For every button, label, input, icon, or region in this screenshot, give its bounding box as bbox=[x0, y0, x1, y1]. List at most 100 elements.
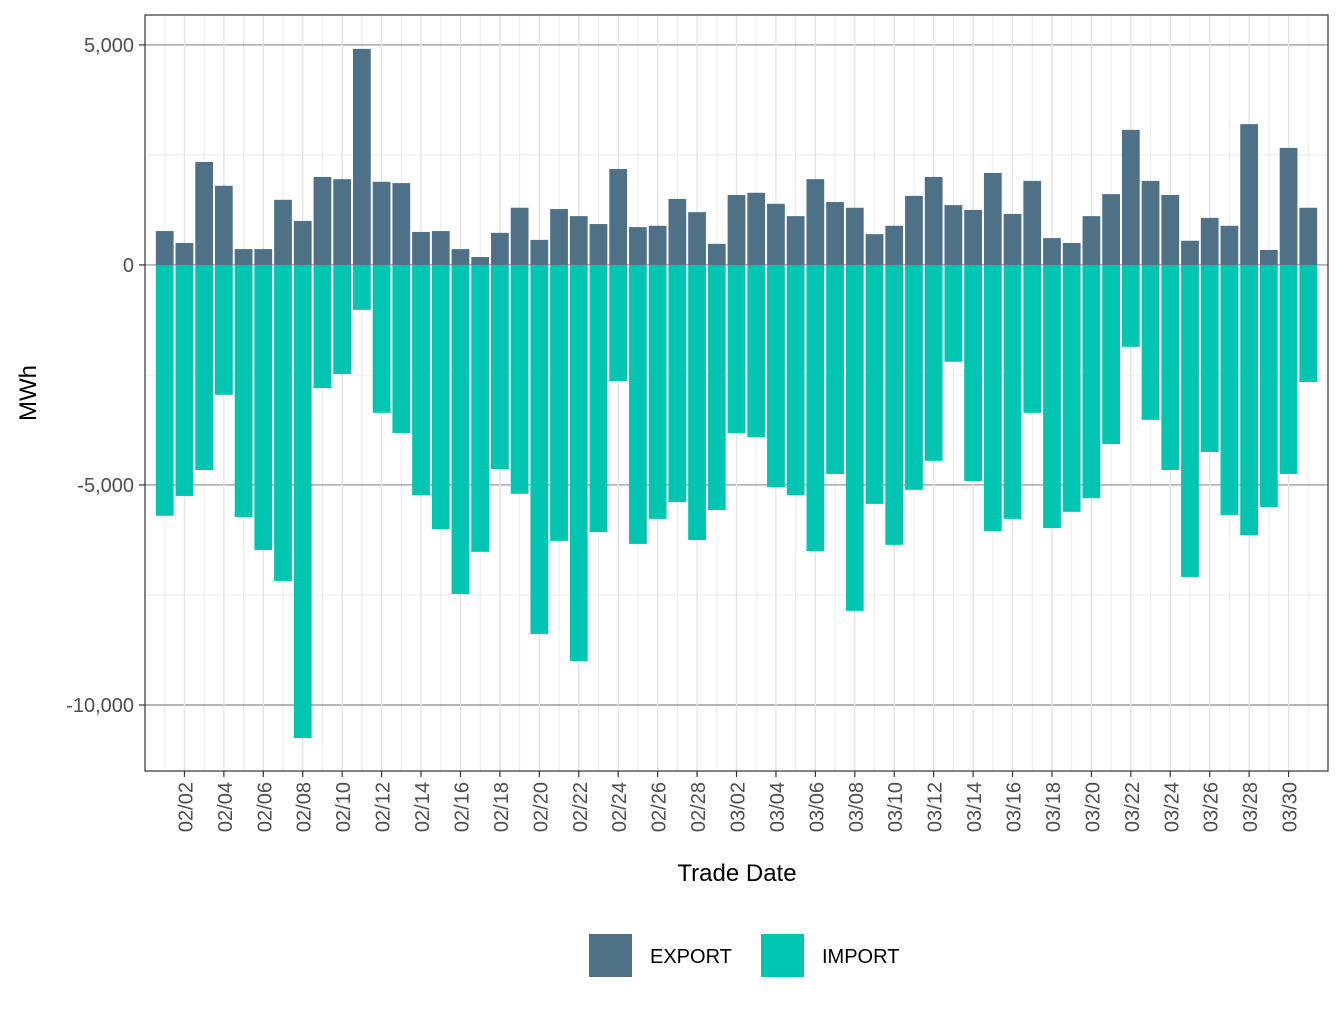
bar bbox=[353, 48, 371, 265]
bar bbox=[668, 264, 687, 503]
bar bbox=[530, 239, 549, 265]
bar bbox=[609, 169, 628, 265]
bar bbox=[550, 264, 568, 541]
legend-label: EXPORT bbox=[650, 946, 732, 968]
bar bbox=[648, 225, 667, 265]
bar bbox=[1043, 238, 1061, 265]
bar bbox=[550, 209, 568, 265]
bar bbox=[510, 207, 529, 265]
bar bbox=[1102, 264, 1120, 445]
x-tick-label: 03/10 bbox=[885, 782, 907, 832]
x-tick-label: 03/18 bbox=[1043, 782, 1065, 832]
bar bbox=[944, 205, 963, 265]
bar bbox=[1121, 264, 1140, 347]
x-tick-label: 02/16 bbox=[451, 782, 473, 832]
bar bbox=[274, 199, 292, 265]
bar bbox=[214, 185, 233, 265]
bar bbox=[234, 264, 253, 518]
axes: 5,000 0 -5,000 -10,000 02/02 02/04 02/06 02/08 0… bbox=[66, 35, 1301, 832]
bar bbox=[1062, 264, 1081, 512]
bar bbox=[1102, 194, 1120, 265]
bar bbox=[648, 264, 667, 519]
bar bbox=[451, 264, 470, 595]
bar bbox=[1062, 242, 1081, 265]
x-tick-label: 03/22 bbox=[1122, 782, 1144, 832]
bar bbox=[569, 216, 588, 265]
bar bbox=[1082, 216, 1101, 265]
y-tick-label: 0 bbox=[123, 255, 134, 277]
bar bbox=[767, 264, 785, 488]
bar bbox=[175, 264, 194, 496]
bar bbox=[983, 264, 1002, 532]
bar bbox=[1003, 264, 1022, 519]
legend-swatch bbox=[761, 934, 804, 977]
x-tick-label: 02/12 bbox=[373, 782, 395, 832]
y-tick-label: 5,000 bbox=[84, 35, 134, 57]
bar bbox=[471, 264, 490, 552]
bar bbox=[1259, 264, 1278, 507]
bar bbox=[412, 264, 430, 496]
x-tick-label: 02/22 bbox=[570, 782, 592, 832]
bar bbox=[688, 212, 706, 265]
bar bbox=[1259, 249, 1278, 265]
y-tick-label: -5,000 bbox=[77, 475, 134, 497]
bar bbox=[313, 264, 332, 389]
bar bbox=[293, 264, 312, 738]
bar bbox=[885, 264, 904, 545]
bar bbox=[1082, 264, 1101, 499]
bar bbox=[1181, 240, 1199, 265]
x-tick-label: 03/02 bbox=[728, 782, 750, 832]
bar bbox=[1279, 264, 1298, 474]
bar bbox=[392, 183, 411, 265]
bar bbox=[905, 264, 923, 490]
bar bbox=[195, 161, 214, 265]
bar bbox=[589, 224, 608, 265]
bar bbox=[412, 231, 430, 265]
bar bbox=[806, 264, 825, 551]
x-tick-label: 03/26 bbox=[1201, 782, 1223, 832]
bar bbox=[372, 181, 391, 265]
bar bbox=[727, 264, 746, 434]
bar bbox=[865, 264, 884, 504]
bar bbox=[786, 216, 805, 265]
bar bbox=[254, 264, 273, 551]
x-tick-label: 02/02 bbox=[175, 782, 197, 832]
bar bbox=[491, 264, 509, 470]
bar bbox=[1240, 124, 1259, 265]
bar bbox=[845, 264, 864, 611]
bar bbox=[510, 264, 529, 494]
bar bbox=[845, 207, 864, 265]
legend-label: IMPORT bbox=[822, 946, 899, 968]
bar bbox=[491, 232, 509, 265]
bar bbox=[905, 195, 923, 265]
bar bbox=[668, 198, 687, 265]
x-axis-title: Trade Date bbox=[677, 860, 796, 887]
bar bbox=[431, 231, 450, 265]
bar bbox=[333, 179, 352, 265]
y-tick-label: -10,000 bbox=[66, 695, 134, 717]
bar bbox=[1181, 264, 1199, 577]
bar bbox=[1299, 264, 1318, 382]
bar bbox=[1279, 147, 1298, 265]
bar bbox=[767, 203, 785, 265]
bar bbox=[806, 179, 825, 265]
bar bbox=[155, 264, 174, 516]
bar bbox=[1200, 217, 1219, 265]
bar bbox=[234, 249, 253, 265]
bar bbox=[707, 243, 726, 265]
bar bbox=[629, 264, 647, 544]
bar bbox=[1299, 207, 1318, 265]
bar bbox=[609, 264, 628, 382]
bar bbox=[964, 209, 982, 265]
bar bbox=[786, 264, 805, 496]
legend: EXPORT IMPORT bbox=[589, 934, 899, 977]
x-tick-label: 02/28 bbox=[688, 782, 710, 832]
bar bbox=[944, 264, 963, 362]
x-tick-label: 02/10 bbox=[333, 782, 355, 832]
x-tick-label: 02/04 bbox=[215, 782, 237, 832]
bar bbox=[1043, 264, 1061, 529]
bar bbox=[530, 264, 549, 635]
x-tick-label: 02/20 bbox=[530, 782, 552, 832]
x-tick-label: 03/30 bbox=[1280, 782, 1302, 832]
bar bbox=[293, 220, 312, 265]
